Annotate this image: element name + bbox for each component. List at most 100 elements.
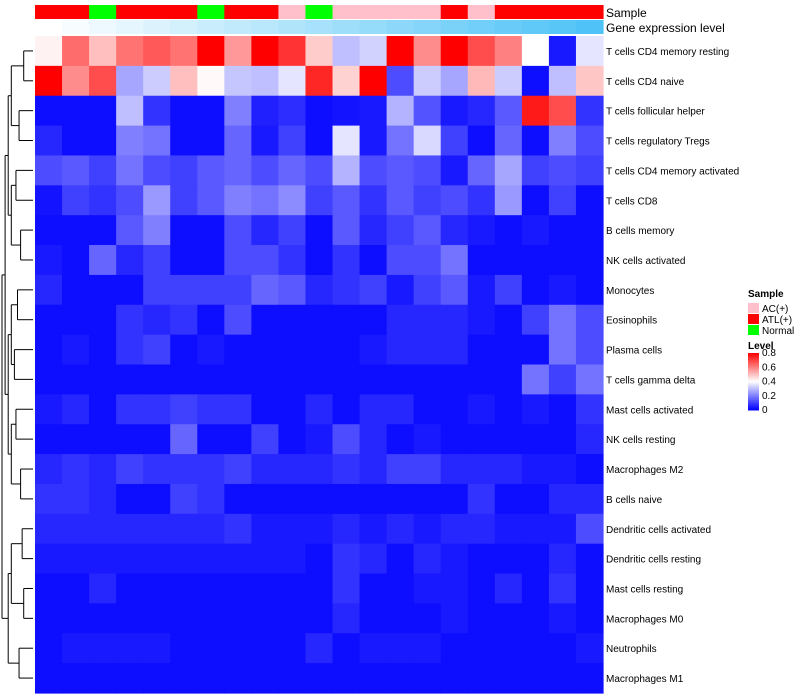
heatmap-cell bbox=[224, 245, 252, 276]
expression-annotation-cell bbox=[548, 20, 577, 34]
heatmap-cell bbox=[251, 573, 280, 605]
heatmap-cell bbox=[251, 95, 280, 127]
heatmap-cell bbox=[413, 454, 442, 485]
sample-annotation-cell bbox=[89, 5, 117, 19]
heatmap-cell bbox=[494, 334, 523, 366]
heatmap-cell bbox=[278, 543, 307, 575]
heatmap-cell bbox=[170, 543, 198, 575]
heatmap-cell bbox=[278, 304, 307, 336]
heatmap-cell bbox=[224, 424, 252, 455]
heatmap-cell bbox=[62, 483, 90, 515]
level-colorbar-step bbox=[748, 381, 759, 384]
heatmap-cell bbox=[440, 215, 469, 246]
heatmap-cell bbox=[143, 36, 171, 67]
heatmap-cell bbox=[332, 513, 361, 545]
heatmap-cell bbox=[62, 513, 90, 545]
heatmap-cell bbox=[467, 245, 496, 276]
heatmap-cell bbox=[305, 125, 334, 157]
heatmap-cell bbox=[35, 633, 63, 664]
heatmap-cell bbox=[440, 65, 469, 97]
heatmap-cell bbox=[386, 513, 415, 545]
expression-annotation-cell bbox=[62, 20, 90, 34]
heatmap-cell bbox=[305, 274, 334, 306]
heatmap-cell bbox=[170, 65, 198, 97]
heatmap-cell bbox=[386, 424, 415, 455]
heatmap-cell bbox=[89, 513, 117, 545]
heatmap-cell bbox=[143, 155, 171, 186]
sample-annotation-bar bbox=[35, 5, 604, 19]
heatmap-cell bbox=[89, 633, 117, 664]
row-label: Dendritic cells resting bbox=[606, 555, 701, 566]
heatmap-cell bbox=[35, 185, 63, 216]
heatmap-cell bbox=[413, 663, 442, 694]
heatmap-cell bbox=[467, 304, 496, 336]
heatmap-cell bbox=[278, 483, 307, 515]
heatmap-cell bbox=[35, 125, 63, 157]
heatmap-cell bbox=[467, 185, 496, 216]
sample-annotation-cell bbox=[440, 5, 469, 19]
level-colorbar-step bbox=[748, 390, 759, 392]
heatmap-cell bbox=[521, 274, 550, 306]
heatmap-cell bbox=[413, 633, 442, 664]
heatmap-cell bbox=[575, 334, 604, 366]
heatmap-cell bbox=[548, 513, 577, 545]
sample-annotation-cell bbox=[413, 5, 442, 19]
sample-legend-label: AC(+) bbox=[762, 304, 788, 315]
heatmap-cell bbox=[278, 65, 307, 97]
heatmap-cell bbox=[332, 334, 361, 366]
heatmap-cell bbox=[548, 543, 577, 575]
heatmap-cell bbox=[62, 633, 90, 664]
heatmap-cell bbox=[197, 573, 225, 605]
heatmap-cell bbox=[332, 394, 361, 425]
level-colorbar-step bbox=[748, 387, 759, 390]
sample-legend-swatch bbox=[748, 314, 759, 324]
heatmap-cell bbox=[575, 185, 604, 216]
heatmap-cell bbox=[440, 185, 469, 216]
heatmap-cell bbox=[548, 364, 577, 395]
heatmap-cell bbox=[305, 155, 334, 186]
heatmap-cell bbox=[575, 215, 604, 246]
row-label: T cells CD4 naive bbox=[606, 77, 685, 88]
heatmap-cell bbox=[251, 483, 280, 515]
heatmap-cell bbox=[494, 95, 523, 127]
heatmap-cell bbox=[116, 633, 144, 664]
heatmap-cell bbox=[467, 334, 496, 366]
heatmap-cell bbox=[62, 394, 90, 425]
row-label: B cells memory bbox=[606, 226, 674, 237]
heatmap-cell bbox=[521, 95, 550, 127]
heatmap-cell bbox=[305, 215, 334, 246]
heatmap-cell bbox=[575, 364, 604, 395]
heatmap-cell bbox=[170, 245, 198, 276]
level-legend-tick: 0 bbox=[762, 405, 768, 416]
heatmap-cell bbox=[170, 483, 198, 515]
heatmap-cell bbox=[548, 274, 577, 306]
heatmap-cell bbox=[575, 573, 604, 605]
level-colorbar-step bbox=[748, 365, 759, 368]
heatmap-cell bbox=[224, 633, 252, 664]
heatmap-cell bbox=[494, 215, 523, 246]
heatmap-cell bbox=[494, 454, 523, 485]
heatmap-cell bbox=[278, 95, 307, 127]
heatmap-cell bbox=[278, 394, 307, 425]
heatmap-cell bbox=[521, 36, 550, 67]
heatmap-cell bbox=[413, 483, 442, 515]
heatmap-cell bbox=[467, 215, 496, 246]
heatmap-cell bbox=[332, 155, 361, 186]
heatmap-cell bbox=[305, 95, 334, 127]
row-label: Eosinophils bbox=[606, 316, 657, 327]
heatmap-cell bbox=[332, 364, 361, 395]
heatmap-cell bbox=[143, 483, 171, 515]
heatmap-cell bbox=[62, 573, 90, 605]
heatmap-cell bbox=[143, 215, 171, 246]
heatmap-cell bbox=[521, 394, 550, 425]
heatmap-cell bbox=[89, 394, 117, 425]
heatmap-cell bbox=[575, 394, 604, 425]
heatmap-cell bbox=[143, 364, 171, 395]
heatmap-cell bbox=[494, 125, 523, 157]
level-colorbar-step bbox=[748, 401, 759, 404]
sample-legend-label: Normal bbox=[762, 326, 794, 337]
heatmap-cell bbox=[89, 185, 117, 216]
heatmap-cell bbox=[143, 245, 171, 276]
heatmap-cell bbox=[143, 543, 171, 575]
heatmap-cell bbox=[62, 155, 90, 186]
